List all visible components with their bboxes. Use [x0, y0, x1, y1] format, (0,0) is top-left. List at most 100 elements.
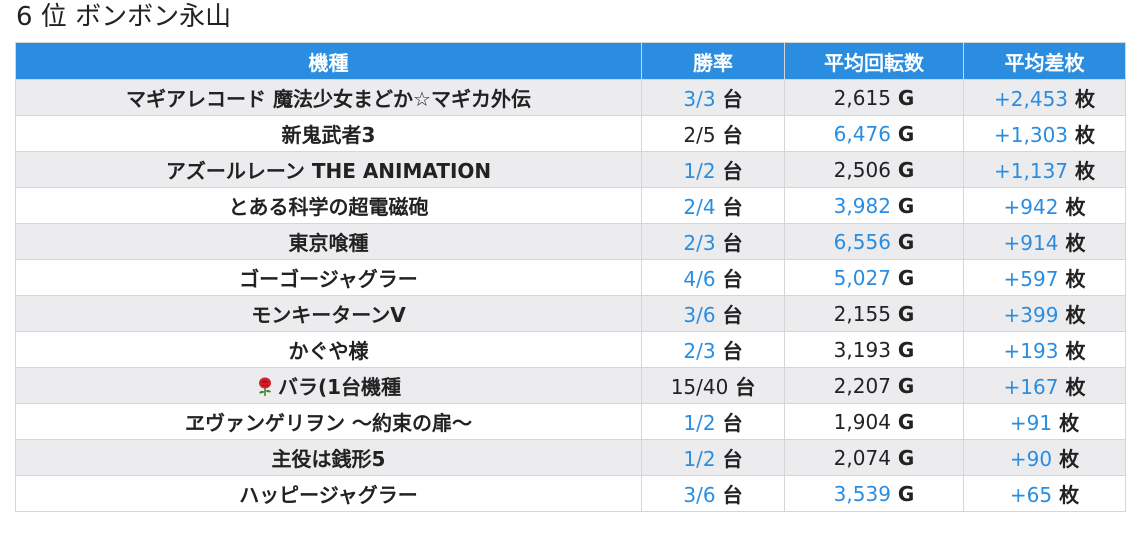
avg-spins-cell: 3,539 G: [784, 475, 964, 512]
avg-diff-cell-unit: 枚: [1059, 447, 1080, 471]
avg-diff-cell-value[interactable]: +942: [1003, 195, 1059, 219]
win-rate-cell: 3/6 台: [641, 475, 785, 512]
avg-spins-cell: 6,556 G: [784, 223, 964, 260]
avg-diff-cell-unit: 枚: [1065, 303, 1086, 327]
avg-spins-cell-value[interactable]: 5,027: [833, 265, 891, 290]
column-header-avg-diff[interactable]: 平均差枚: [963, 42, 1126, 80]
win-rate-cell-value[interactable]: 2/3: [683, 339, 716, 363]
table-row: マギアレコード 魔法少女まどか☆マギカ外伝 3/3 台 2,615 G +2,453 …: [15, 79, 1126, 116]
avg-diff-cell: +942 枚: [963, 187, 1126, 224]
machine-name[interactable]: マギアレコード 魔法少女まどか☆マギカ外伝: [126, 87, 531, 111]
machine-ranking-table: 機種 勝率 平均回転数 平均差枚 マギアレコード 魔法少女まどか☆マギカ外伝 3/…: [15, 42, 1126, 512]
win-rate-cell-value: 2/5: [683, 123, 716, 147]
win-rate-cell-unit: 台: [722, 339, 743, 363]
win-rate-cell: 1/2 台: [641, 439, 785, 476]
win-rate-cell: 2/4 台: [641, 187, 785, 224]
win-rate-cell-value[interactable]: 1/2: [683, 447, 716, 471]
avg-spins-cell-value[interactable]: 3,539: [833, 481, 891, 506]
avg-spins-cell-unit: G: [897, 373, 915, 398]
avg-diff-cell-unit: 枚: [1065, 339, 1086, 363]
avg-diff-cell-value[interactable]: +914: [1003, 231, 1059, 255]
win-rate-cell-value[interactable]: 3/6: [683, 483, 716, 507]
avg-diff-cell: +90 枚: [963, 439, 1126, 476]
avg-spins-cell: 2,506 G: [784, 151, 964, 188]
machine-name[interactable]: ハッピージャグラー: [239, 483, 418, 507]
table-row: ヱヴァンゲリヲン ～約束の扉～ 1/2 台 1,904 G +91 枚: [15, 403, 1126, 440]
avg-diff-cell-value[interactable]: +167: [1003, 375, 1059, 399]
avg-spins-cell-value[interactable]: 3,982: [833, 193, 891, 218]
avg-diff-cell: +167 枚: [963, 367, 1126, 404]
machine-name[interactable]: アズールレーン THE ANIMATION: [165, 159, 492, 183]
avg-spins-cell: 3,193 G: [784, 331, 964, 368]
machine-name[interactable]: 新鬼武者3: [281, 123, 376, 147]
avg-diff-cell-value[interactable]: +2,453: [994, 87, 1069, 111]
machine-name[interactable]: 東京喰種: [288, 231, 369, 255]
win-rate-cell-unit: 台: [735, 375, 756, 399]
machine-name[interactable]: かぐや様: [288, 339, 369, 363]
machine-name[interactable]: ゴーゴージャグラー: [239, 267, 418, 291]
win-rate-cell-value[interactable]: 3/6: [683, 303, 716, 327]
machine-cell: ゴーゴージャグラー: [15, 259, 642, 296]
avg-diff-cell: +1,303 枚: [963, 115, 1126, 152]
machine-name[interactable]: バラ(1台機種: [277, 375, 402, 399]
win-rate-cell-value[interactable]: 4/6: [683, 267, 716, 291]
avg-diff-cell-unit: 枚: [1065, 375, 1086, 399]
avg-spins-cell: 2,074 G: [784, 439, 964, 476]
machine-name[interactable]: モンキーターンV: [251, 303, 406, 327]
avg-spins-cell-unit: G: [897, 85, 915, 110]
win-rate-cell-unit: 台: [722, 411, 743, 435]
win-rate-cell-value[interactable]: 1/2: [683, 159, 716, 183]
avg-spins-cell-value: 2,506: [833, 157, 891, 182]
avg-diff-cell-unit: 枚: [1074, 159, 1095, 183]
rose-icon: [258, 377, 271, 396]
avg-spins-cell-unit: G: [897, 121, 915, 146]
avg-diff-cell-unit: 枚: [1065, 195, 1086, 219]
column-header-avg-spins[interactable]: 平均回転数: [784, 42, 964, 80]
avg-spins-cell: 2,207 G: [784, 367, 964, 404]
win-rate-cell-unit: 台: [722, 483, 743, 507]
win-rate-cell: 4/6 台: [641, 259, 785, 296]
avg-spins-cell: 2,615 G: [784, 79, 964, 116]
machine-name[interactable]: 主役は銭形5: [271, 447, 386, 471]
win-rate-cell: 1/2 台: [641, 151, 785, 188]
avg-spins-cell-value: 3,193: [833, 337, 891, 362]
win-rate-cell-unit: 台: [722, 231, 743, 255]
table-row: アズールレーン THE ANIMATION 1/2 台 2,506 G +1,137 …: [15, 151, 1126, 188]
win-rate-cell-value[interactable]: 2/4: [683, 195, 716, 219]
machine-cell: ヱヴァンゲリヲン ～約束の扉～: [15, 403, 642, 440]
win-rate-cell: 3/6 台: [641, 295, 785, 332]
avg-diff-cell-value[interactable]: +90: [1009, 447, 1053, 471]
avg-spins-cell: 1,904 G: [784, 403, 964, 440]
machine-cell: とある科学の超電磁砲: [15, 187, 642, 224]
win-rate-cell-unit: 台: [722, 195, 743, 219]
avg-diff-cell: +2,453 枚: [963, 79, 1126, 116]
avg-spins-cell-unit: G: [897, 157, 915, 182]
avg-spins-cell-unit: G: [897, 229, 915, 254]
avg-diff-cell-unit: 枚: [1059, 411, 1080, 435]
avg-spins-cell-value[interactable]: 6,476: [833, 121, 891, 146]
table-row: ハッピージャグラー 3/6 台 3,539 G +65 枚: [15, 475, 1126, 512]
avg-spins-cell-value[interactable]: 6,556: [833, 229, 891, 254]
avg-diff-cell-value[interactable]: +91: [1009, 411, 1053, 435]
machine-name[interactable]: ヱヴァンゲリヲン ～約束の扉～: [185, 411, 472, 435]
win-rate-cell-value[interactable]: 1/2: [683, 411, 716, 435]
column-header-win-rate[interactable]: 勝率: [641, 42, 785, 80]
avg-diff-cell-unit: 枚: [1059, 483, 1080, 507]
avg-diff-cell: +399 枚: [963, 295, 1126, 332]
machine-name[interactable]: とある科学の超電磁砲: [228, 195, 429, 219]
avg-diff-cell-value[interactable]: +1,303: [994, 123, 1069, 147]
avg-diff-cell-value[interactable]: +399: [1003, 303, 1059, 327]
avg-diff-cell-value[interactable]: +65: [1009, 483, 1053, 507]
win-rate-cell-unit: 台: [722, 447, 743, 471]
win-rate-cell-value[interactable]: 3/3: [683, 87, 716, 111]
win-rate-cell-value: 15/40: [670, 375, 729, 399]
avg-spins-cell-value: 2,615: [833, 85, 891, 110]
avg-diff-cell-value[interactable]: +1,137: [994, 159, 1069, 183]
machine-cell: 東京喰種: [15, 223, 642, 260]
avg-spins-cell-unit: G: [897, 193, 915, 218]
avg-diff-cell-value[interactable]: +193: [1003, 339, 1059, 363]
avg-diff-cell-value[interactable]: +597: [1003, 267, 1059, 291]
win-rate-cell-value[interactable]: 2/3: [683, 231, 716, 255]
column-header-machine[interactable]: 機種: [15, 42, 642, 80]
